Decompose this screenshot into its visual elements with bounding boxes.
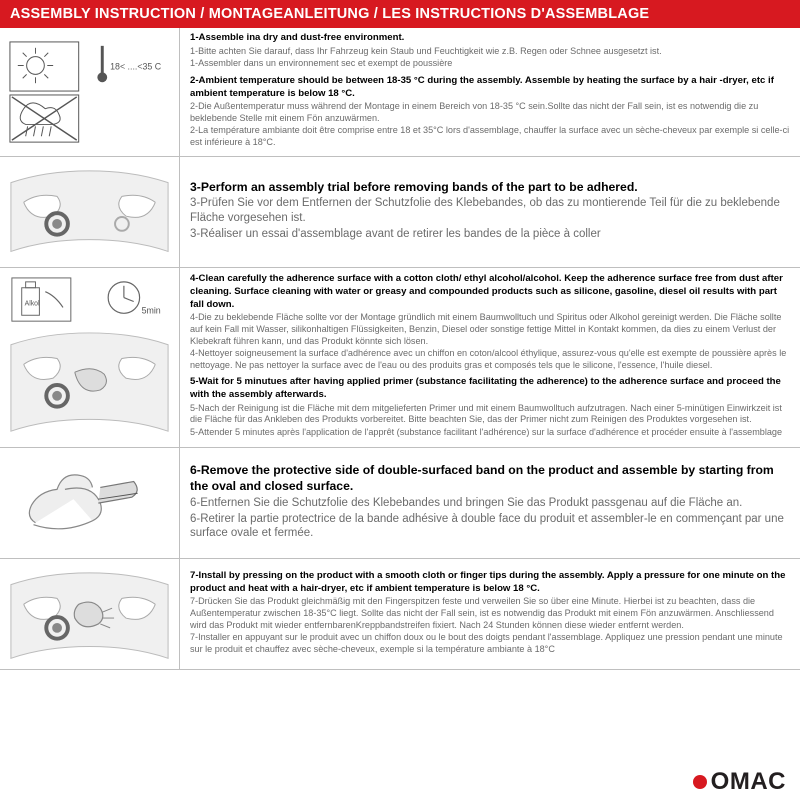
step6-de: 6-Entfernen Sie die Schutzfolie des Kleb… xyxy=(190,496,792,511)
brand-name: OMAC xyxy=(711,768,786,796)
temp-label: 18< ....<35 C xyxy=(110,61,162,71)
step3-fr: 3-Réaliser un essai d'assemblage avant d… xyxy=(190,227,792,242)
step-row-3: 3-Perform an assembly trial before remov… xyxy=(0,157,800,268)
step-text-7: 7-Install by pressing on the product wit… xyxy=(180,559,800,669)
step-row-6: 6-Remove the protective side of double-s… xyxy=(0,448,800,559)
step-text-6: 6-Remove the protective side of double-s… xyxy=(180,448,800,558)
step2-de: 2-Die Außentemperatur muss während der M… xyxy=(190,101,792,124)
step4-fr: 4-Nettoyer soigneusement la surface d'ad… xyxy=(190,348,792,371)
title-text: ASSEMBLY INSTRUCTION / MONTAGEANLEITUNG … xyxy=(10,6,649,22)
step2-fr: 2-La température ambiante doit être comp… xyxy=(190,125,792,148)
step-text-4-5: 4-Clean carefully the adherence surface … xyxy=(180,268,800,447)
alkol-label: Alkol xyxy=(25,300,40,307)
instruction-sheet: ASSEMBLY INSTRUCTION / MONTAGEANLEITUNG … xyxy=(0,0,800,670)
step3-bold: 3-Perform an assembly trial before remov… xyxy=(190,179,792,195)
step5-fr: 5-Attender 5 minutes après l'application… xyxy=(190,427,792,439)
step-row-4-5: Alkol 5min 4-Clean carefully the adheren… xyxy=(0,268,800,448)
time-label: 5min xyxy=(142,305,161,315)
illustration-peel xyxy=(0,448,180,558)
step5-bold: 5-Wait for 5 minutues after having appli… xyxy=(190,376,792,401)
brand-dot-icon xyxy=(693,775,707,789)
illustration-press xyxy=(0,559,180,669)
step6-fr: 6-Retirer la partie protectrice de la ba… xyxy=(190,512,792,541)
step1-bold: 1-Assemble ina dry and dust-free environ… xyxy=(190,32,792,45)
step1-de: 1-Bitte achten Sie darauf, dass Ihr Fahr… xyxy=(190,46,792,58)
step-text-3: 3-Perform an assembly trial before remov… xyxy=(180,157,800,267)
illustration-environment: 18< ....<35 C xyxy=(0,28,180,156)
step2-bold: 2-Ambient temperature should be between … xyxy=(190,75,792,100)
step-text-1-2: 1-Assemble ina dry and dust-free environ… xyxy=(180,28,800,156)
step4-de: 4-Die zu beklebende Fläche sollte vor de… xyxy=(190,312,792,347)
step6-bold: 6-Remove the protective side of double-s… xyxy=(190,462,792,495)
step7-bold: 7-Install by pressing on the product wit… xyxy=(190,570,792,595)
step7-fr: 7-Installer en appuyant sur le produit a… xyxy=(190,632,792,655)
step-row-7: 7-Install by pressing on the product wit… xyxy=(0,559,800,670)
illustration-clean: Alkol 5min xyxy=(0,268,180,447)
step5-de: 5-Nach der Reinigung ist die Fläche mit … xyxy=(190,403,792,426)
step7-de: 7-Drücken Sie das Produkt gleichmäßig mi… xyxy=(190,596,792,631)
step1-fr: 1-Assembler dans un environnement sec et… xyxy=(190,58,792,70)
step-row-1-2: 18< ....<35 C 1-Assemble ina dry and dus… xyxy=(0,28,800,157)
illustration-trial xyxy=(0,157,180,267)
title-bar: ASSEMBLY INSTRUCTION / MONTAGEANLEITUNG … xyxy=(0,0,800,28)
brand-footer: OMAC xyxy=(693,768,786,796)
step3-de: 3-Prüfen Sie vor dem Entfernen der Schut… xyxy=(190,196,792,225)
step4-bold: 4-Clean carefully the adherence surface … xyxy=(190,273,792,311)
